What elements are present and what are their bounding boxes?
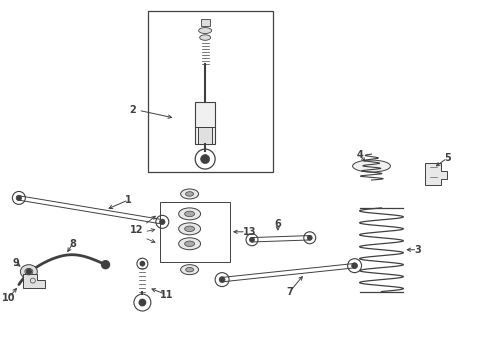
Text: 13: 13 — [243, 227, 257, 237]
Ellipse shape — [185, 226, 195, 231]
Text: 4: 4 — [356, 150, 363, 160]
Text: 6: 6 — [274, 219, 281, 229]
Circle shape — [219, 277, 225, 283]
Ellipse shape — [353, 160, 391, 172]
Text: 2: 2 — [129, 105, 136, 115]
Bar — [148, 11, 273, 172]
Ellipse shape — [179, 238, 200, 250]
Text: 11: 11 — [160, 289, 173, 300]
Bar — [195, 102, 215, 144]
Text: 9: 9 — [13, 258, 19, 268]
Ellipse shape — [186, 192, 194, 196]
Circle shape — [249, 237, 254, 242]
Circle shape — [160, 219, 165, 225]
Bar — [198, 127, 212, 144]
Polygon shape — [23, 274, 45, 288]
Circle shape — [352, 263, 358, 269]
Circle shape — [101, 261, 110, 269]
Circle shape — [16, 195, 22, 201]
Bar — [160, 202, 230, 262]
Ellipse shape — [179, 223, 200, 235]
Ellipse shape — [25, 269, 33, 275]
Circle shape — [307, 235, 312, 240]
Ellipse shape — [186, 267, 194, 272]
Bar — [201, 19, 210, 26]
Circle shape — [201, 154, 210, 163]
Circle shape — [26, 269, 31, 274]
Text: 10: 10 — [2, 293, 16, 302]
Text: 3: 3 — [414, 245, 421, 255]
Text: 5: 5 — [444, 153, 451, 163]
Circle shape — [139, 299, 146, 306]
Ellipse shape — [181, 189, 198, 199]
Circle shape — [140, 261, 145, 266]
Text: 1: 1 — [125, 195, 132, 205]
Ellipse shape — [200, 35, 211, 40]
Ellipse shape — [185, 211, 195, 217]
Ellipse shape — [181, 265, 198, 275]
Polygon shape — [425, 163, 447, 185]
Ellipse shape — [21, 265, 37, 279]
Ellipse shape — [179, 208, 200, 220]
Text: 12: 12 — [130, 225, 143, 235]
Ellipse shape — [198, 28, 212, 33]
Ellipse shape — [185, 241, 195, 247]
Text: 7: 7 — [287, 287, 293, 297]
Text: 8: 8 — [69, 239, 76, 249]
